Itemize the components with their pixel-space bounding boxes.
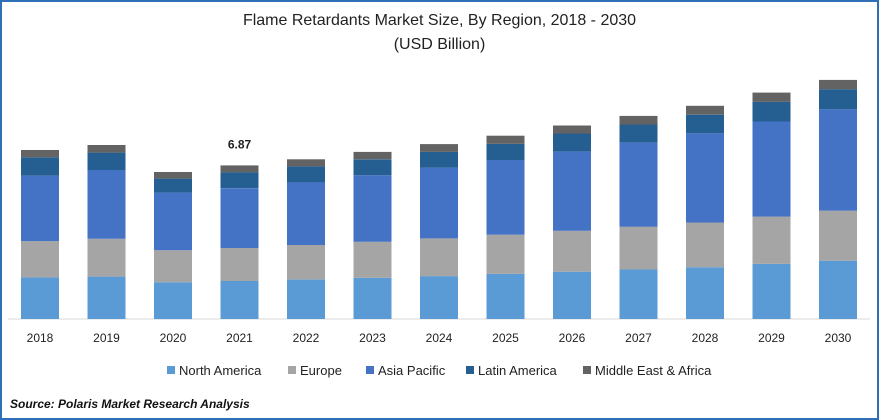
chart-subtitle: (USD Billion) <box>393 36 486 53</box>
bar-latin-america-2020 <box>154 178 192 193</box>
x-tick-label-2026: 2026 <box>559 331 586 345</box>
bar-middle-east-and-africa-2020 <box>154 172 192 179</box>
bar-middle-east-and-africa-2029 <box>752 92 791 102</box>
bar-asia-pacific-2022 <box>287 182 325 245</box>
bar-asia-pacific-2024 <box>420 167 458 239</box>
x-tick-label-2029: 2029 <box>758 331 785 345</box>
bar-latin-america-2026 <box>553 133 591 152</box>
bar-latin-america-2019 <box>87 152 126 170</box>
bar-europe-2018 <box>21 241 59 278</box>
bars-group <box>21 79 857 320</box>
legend-label-north-america: North America <box>179 363 262 378</box>
bar-asia-pacific-2020 <box>154 192 192 251</box>
bar-north-america-2028 <box>686 267 724 319</box>
bar-north-america-2019 <box>87 276 126 319</box>
bar-latin-america-2018 <box>21 157 59 176</box>
bar-middle-east-and-africa-2022 <box>287 159 325 167</box>
chart-title: Flame Retardants Market Size, By Region,… <box>242 12 637 29</box>
bar-asia-pacific-2027 <box>619 142 658 227</box>
bar-middle-east-and-africa-2025 <box>486 135 525 144</box>
legend-label-latin-america: Latin America <box>478 363 558 378</box>
x-tick-label-2019: 2019 <box>93 331 120 345</box>
bar-europe-2025 <box>486 234 525 274</box>
legend-swatch-north-america <box>167 366 175 374</box>
bar-north-america-2029 <box>752 263 791 319</box>
source-note: Source: Polaris Market Research Analysis <box>10 397 250 411</box>
bar-middle-east-and-africa-2028 <box>686 105 724 115</box>
bar-middle-east-and-africa-2030 <box>819 79 857 90</box>
bar-asia-pacific-2026 <box>553 151 591 231</box>
bar-latin-america-2029 <box>752 101 791 122</box>
bar-asia-pacific-2028 <box>686 133 724 223</box>
bar-north-america-2022 <box>287 279 325 319</box>
x-tick-labels: 2018 2019 2020 2021 2022 2023 2024 2025 2026 2027… <box>27 331 852 345</box>
bar-europe-2023 <box>353 241 392 278</box>
bar-north-america-2021 <box>220 281 259 319</box>
bar-latin-america-2025 <box>486 143 525 160</box>
bar-asia-pacific-2029 <box>752 121 791 217</box>
bar-middle-east-and-africa-2021 <box>220 165 259 173</box>
legend-label-asia-pacific: Asia Pacific <box>378 363 446 378</box>
bar-north-america-2023 <box>353 277 392 319</box>
x-tick-label-2020: 2020 <box>160 331 187 345</box>
bar-europe-2028 <box>686 222 724 268</box>
legend-label-middle-east-and-africa: Middle East & Africa <box>595 363 712 378</box>
bar-north-america-2018 <box>21 277 59 319</box>
bar-latin-america-2027 <box>619 124 658 143</box>
x-tick-label-2025: 2025 <box>492 331 519 345</box>
bar-europe-2022 <box>287 245 325 280</box>
legend-label-europe: Europe <box>300 363 342 378</box>
bar-latin-america-2023 <box>353 159 392 176</box>
bar-north-america-2026 <box>553 271 591 319</box>
x-tick-label-2028: 2028 <box>692 331 719 345</box>
x-tick-label-2018: 2018 <box>27 331 54 345</box>
annotations: 6.87 <box>228 137 252 151</box>
bar-latin-america-2028 <box>686 114 724 134</box>
legend-swatch-latin-america <box>466 366 474 374</box>
bar-middle-east-and-africa-2027 <box>619 115 658 125</box>
x-tick-label-2023: 2023 <box>359 331 386 345</box>
legend-swatch-middle-east-and-africa <box>583 366 591 374</box>
bar-europe-2019 <box>87 238 126 277</box>
bar-latin-america-2024 <box>420 151 458 168</box>
x-tick-label-2030: 2030 <box>825 331 852 345</box>
x-tick-label-2022: 2022 <box>293 331 320 345</box>
bar-middle-east-and-africa-2024 <box>420 144 458 152</box>
bar-middle-east-and-africa-2023 <box>353 151 392 160</box>
bar-asia-pacific-2018 <box>21 175 59 242</box>
bar-north-america-2020 <box>154 282 192 320</box>
x-tick-label-2021: 2021 <box>226 331 253 345</box>
bar-asia-pacific-2023 <box>353 175 392 242</box>
bar-europe-2020 <box>154 250 192 283</box>
bar-europe-2030 <box>819 210 857 261</box>
bar-north-america-2024 <box>420 276 458 319</box>
bar-latin-america-2030 <box>819 89 857 110</box>
bar-north-america-2030 <box>819 260 857 319</box>
bar-middle-east-and-africa-2026 <box>553 125 591 134</box>
bar-asia-pacific-2025 <box>486 160 525 235</box>
bar-middle-east-and-africa-2018 <box>21 150 59 158</box>
x-tick-label-2027: 2027 <box>625 331 652 345</box>
bar-asia-pacific-2019 <box>87 170 126 239</box>
legend-swatch-asia-pacific <box>366 366 374 374</box>
bar-europe-2021 <box>220 247 259 281</box>
bar-europe-2024 <box>420 238 458 277</box>
bar-latin-america-2021 <box>220 172 259 189</box>
data-label-2021: 6.87 <box>228 137 252 151</box>
bar-middle-east-and-africa-2019 <box>87 145 126 153</box>
legend-swatch-europe <box>288 366 296 374</box>
bar-europe-2029 <box>752 216 791 264</box>
legend: North America Europe Asia Pacific Latin Ame… <box>167 363 712 378</box>
x-tick-label-2024: 2024 <box>426 331 453 345</box>
bar-north-america-2027 <box>619 269 658 319</box>
bar-asia-pacific-2021 <box>220 188 259 248</box>
bar-north-america-2025 <box>486 273 525 319</box>
bar-asia-pacific-2030 <box>819 109 857 211</box>
bar-europe-2026 <box>553 230 591 272</box>
bar-europe-2027 <box>619 226 658 270</box>
bar-latin-america-2022 <box>287 166 325 183</box>
